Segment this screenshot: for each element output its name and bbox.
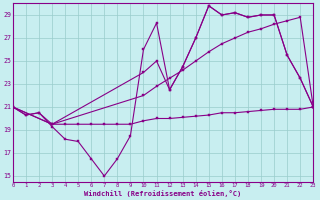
X-axis label: Windchill (Refroidissement éolien,°C): Windchill (Refroidissement éolien,°C) [84, 190, 242, 197]
